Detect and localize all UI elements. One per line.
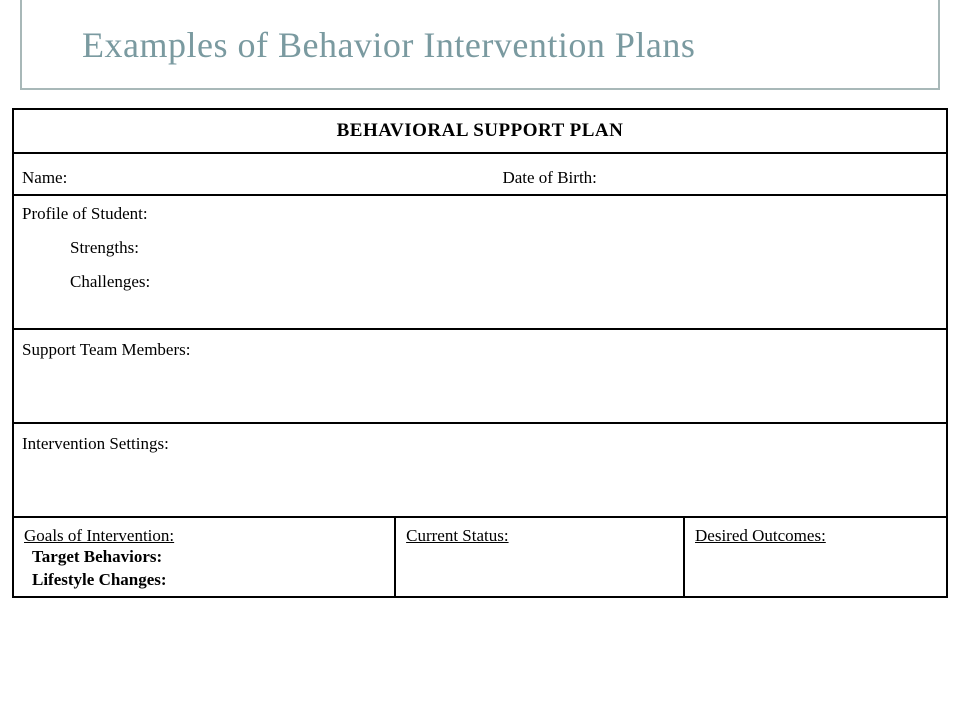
strengths-label: Strengths:	[70, 238, 938, 258]
row-profile: Profile of Student: Strengths: Challenge…	[14, 196, 946, 330]
name-label: Name:	[22, 168, 502, 188]
intervention-settings-label: Intervention Settings:	[22, 434, 938, 454]
support-team-label: Support Team Members:	[22, 340, 938, 360]
form-title: BEHAVIORAL SUPPORT PLAN	[337, 120, 624, 141]
desired-outcomes-header: Desired Outcomes:	[695, 526, 938, 546]
goals-col-1: Goals of Intervention: Target Behaviors:…	[14, 518, 396, 596]
goals-col-3: Desired Outcomes:	[685, 518, 946, 596]
dob-label: Date of Birth:	[502, 168, 946, 188]
form-title-row: BEHAVIORAL SUPPORT PLAN	[14, 110, 946, 154]
goals-header: Goals of Intervention:	[24, 526, 386, 546]
slide-title: Examples of Behavior Intervention Plans	[82, 24, 898, 66]
challenges-label: Challenges:	[70, 272, 938, 292]
slide-header: Examples of Behavior Intervention Plans	[20, 0, 940, 90]
row-goals: Goals of Intervention: Target Behaviors:…	[14, 518, 946, 596]
row-name-dob: Name: Date of Birth:	[14, 154, 946, 196]
lifestyle-changes-label: Lifestyle Changes:	[32, 569, 386, 592]
row-intervention: Intervention Settings:	[14, 424, 946, 518]
target-behaviors-label: Target Behaviors:	[32, 546, 386, 569]
goals-col-2: Current Status:	[396, 518, 685, 596]
form-container: BEHAVIORAL SUPPORT PLAN Name: Date of Bi…	[12, 108, 948, 598]
profile-label: Profile of Student:	[22, 204, 938, 224]
row-support: Support Team Members:	[14, 330, 946, 424]
current-status-header: Current Status:	[406, 526, 675, 546]
